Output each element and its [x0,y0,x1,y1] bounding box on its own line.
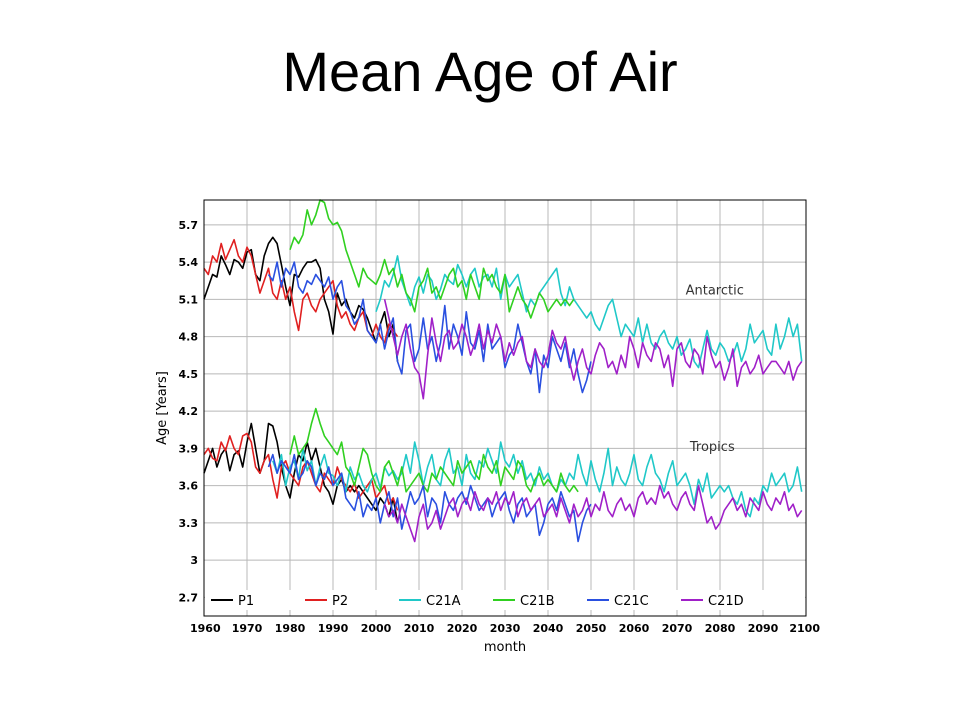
x-tick-label: 2080 [705,622,736,635]
annotation-antarctic: Antarctic [686,283,744,298]
y-tick-label: 2.7 [179,591,199,604]
y-tick-label: 3.3 [179,517,199,530]
x-tick-label: 2040 [533,622,564,635]
x-tick-label: 2000 [361,622,392,635]
x-tick-label: 2090 [748,622,779,635]
series-line-c21b-tropics [289,407,579,493]
series-line-c21d-tropics [383,484,803,543]
x-tick-label: 2060 [619,622,650,635]
legend-label: C21B [520,594,555,609]
x-tick-label: 2100 [789,622,820,635]
slide-title: Mean Age of Air [282,40,678,103]
legend-label: P2 [332,594,348,609]
x-tick-label: 1990 [318,622,349,635]
y-tick-label: 4.5 [179,368,199,381]
y-axis-title: Age [Years] [155,371,170,445]
legend-label: P1 [238,594,254,609]
y-tick-label: 4.2 [179,405,199,418]
y-tick-label: 5.7 [179,219,199,232]
y-tick-label: 5.1 [179,293,199,306]
y-tick-labels: 2.7 3 3.3 3.6 3.9 4.2 4.5 4.8 5.1 5.4 5.7 [179,219,199,605]
x-tick-label: 1980 [275,622,306,635]
series-line-p2-antarctic [203,238,399,344]
x-tick-label: 2050 [576,622,607,635]
legend: P1 P2 C21A C21B C21C C21D [205,590,805,610]
y-tick-label: 3.9 [179,442,199,455]
x-tick-label: 2070 [662,622,693,635]
y-tick-label: 3.6 [179,480,199,493]
y-tick-label: 4.8 [179,331,199,344]
series-line-c21d-antarctic [383,299,803,400]
legend-label: C21A [426,594,461,609]
y-tick-label: 3 [190,554,198,567]
annotations: Antarctic Tropics [686,283,744,454]
x-tick-label: 2020 [447,622,478,635]
series-line-c21b-antarctic [289,199,575,319]
x-tick-label: 1960 [190,622,221,635]
x-tick-label: 2010 [404,622,435,635]
series-line-c21c-tropics [267,453,592,543]
plot-frame [203,199,807,617]
x-tick-label: 2030 [490,622,521,635]
x-tick-labels: 1960 1970 1980 1990 2000 2010 2020 2030 2040 2050… [190,622,820,635]
series-lines [203,199,803,543]
x-axis-title: month [484,640,526,655]
x-tick-label: 1970 [232,622,263,635]
legend-label: C21D [708,594,744,609]
y-tick-label: 5.4 [179,256,199,269]
legend-label: C21C [614,594,649,609]
annotation-tropics: Tropics [689,440,735,455]
